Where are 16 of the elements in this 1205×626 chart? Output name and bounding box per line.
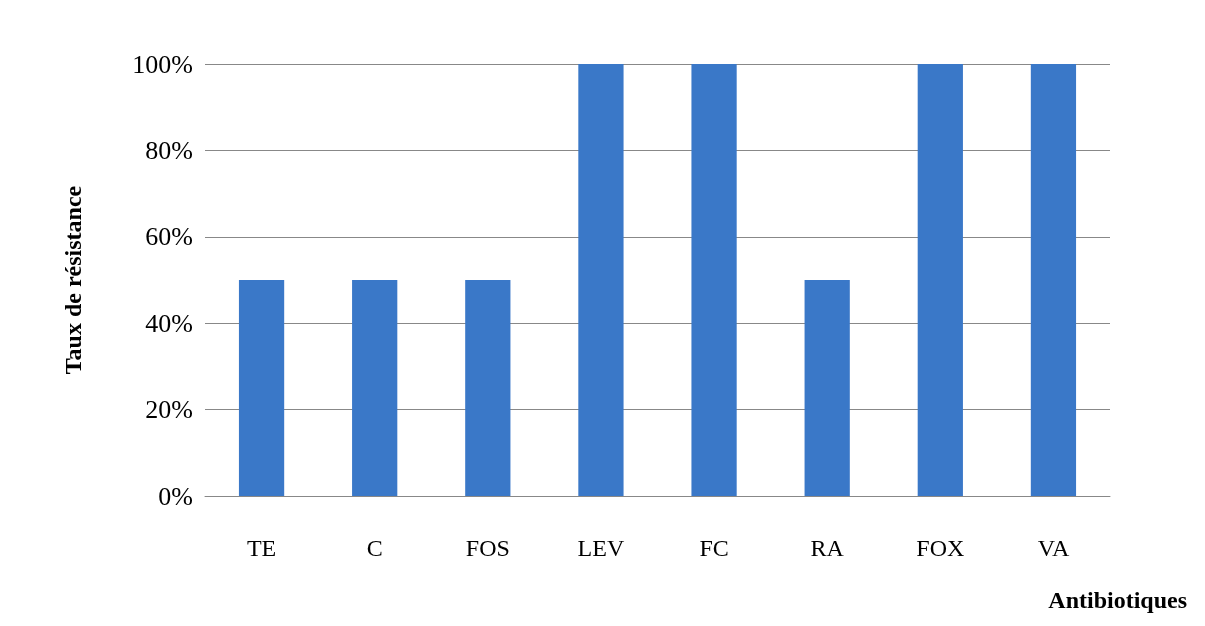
x-tick-label: FOX [916, 535, 965, 561]
y-tick-label: 60% [145, 222, 193, 252]
y-tick-label: 20% [145, 395, 193, 425]
y-tick-label: 100% [132, 49, 193, 79]
y-tick-label: 0% [158, 481, 193, 511]
x-tick-label: LEV [577, 535, 625, 561]
x-axis-title: Antibiotiques [1048, 587, 1187, 613]
x-tick-label: FOS [465, 535, 510, 561]
x-tick-label: TE [246, 535, 277, 561]
x-tick-label: FC [699, 535, 729, 561]
y-tick-label: 80% [145, 135, 193, 165]
y-tick-label: 40% [145, 308, 193, 338]
x-tick-label: VA [1037, 535, 1070, 561]
x-tick-label: C [366, 535, 383, 561]
y-axis-title: Taux de résistance [60, 185, 86, 375]
x-tick-label: RA [810, 535, 845, 561]
